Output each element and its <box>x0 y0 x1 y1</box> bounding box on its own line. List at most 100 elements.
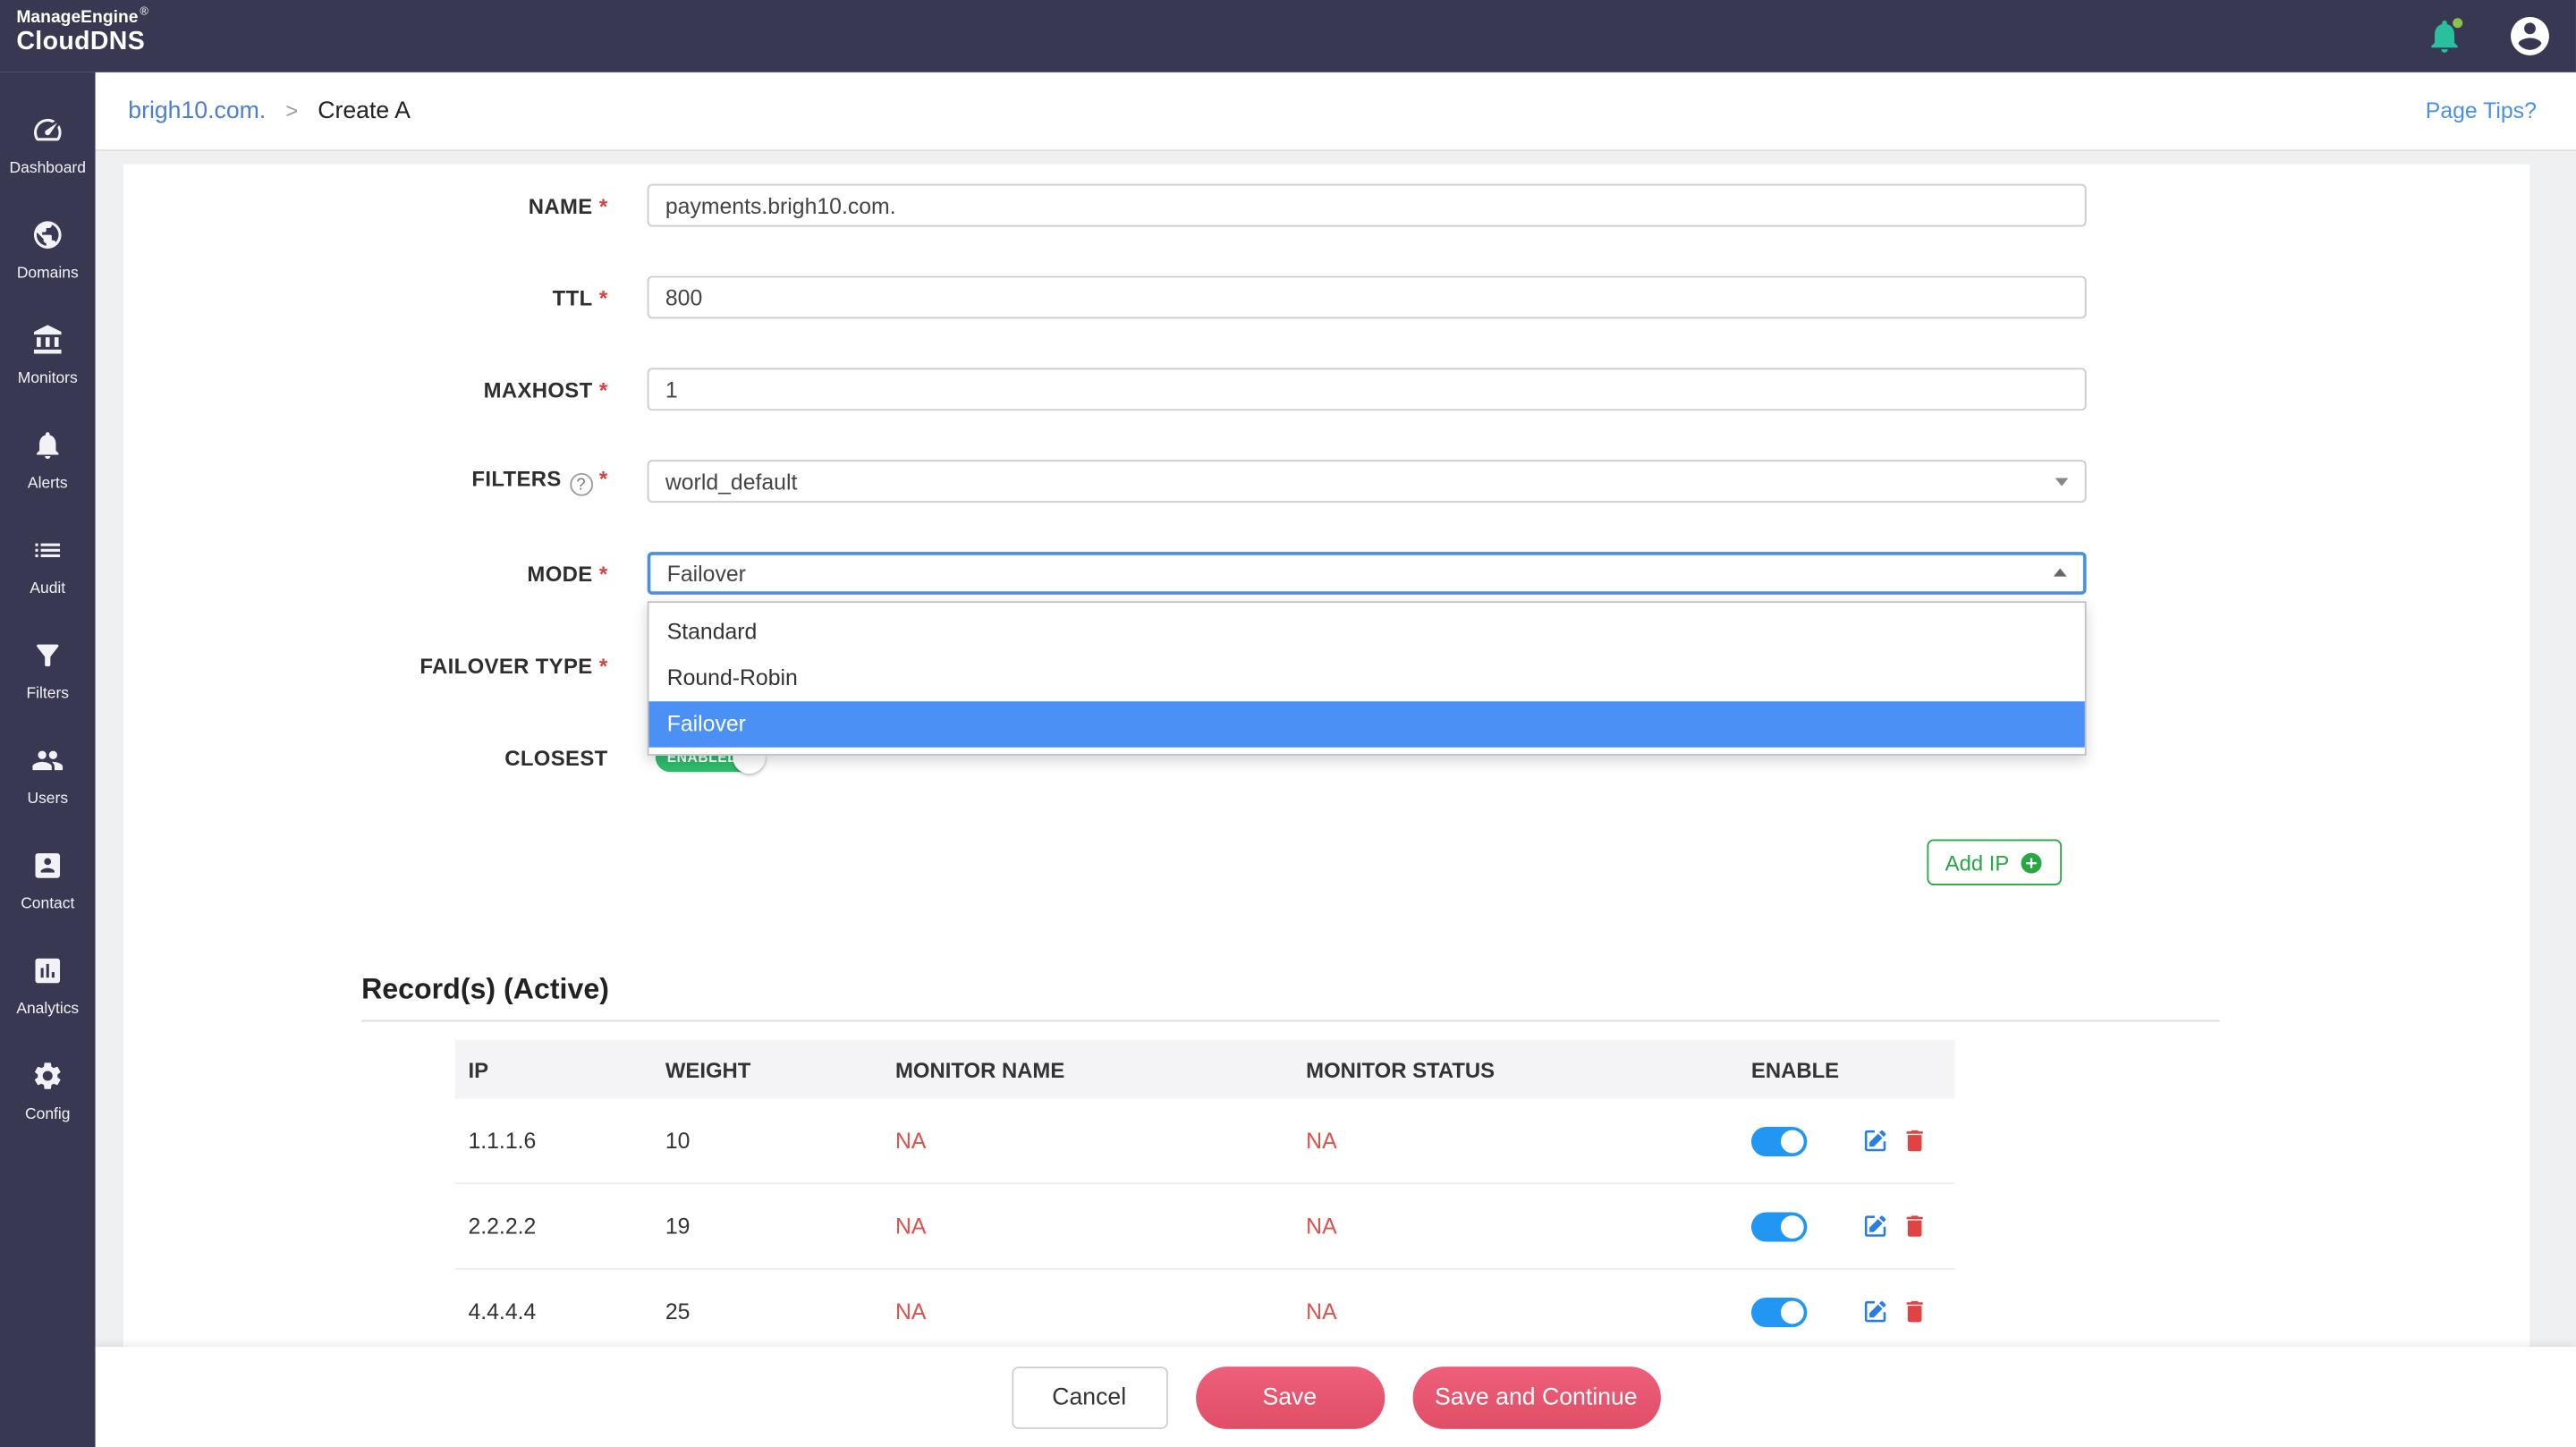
save-and-continue-button[interactable]: Save and Continue <box>1411 1366 1660 1429</box>
save-button[interactable]: Save <box>1195 1366 1385 1429</box>
mode-option-standard[interactable]: Standard <box>666 619 758 644</box>
mode-select[interactable]: Failover <box>647 552 2087 595</box>
cell-ip: 2.2.2.2 <box>468 1214 537 1239</box>
name-label-text: NAME <box>528 192 593 218</box>
sidebar-item-label: Dashboard <box>9 159 86 178</box>
filters-select[interactable]: world_default <box>647 460 2087 503</box>
column-header-enable: ENABLE <box>1750 1056 1840 1082</box>
breadcrumb-domain-link[interactable]: brigh10.com. <box>128 97 267 124</box>
failover-type-row: FAILOVER TYPE * <box>123 644 2530 687</box>
edit-record-button[interactable] <box>1861 1298 1889 1325</box>
brand-logo: ManageEngine ® CloudDNS <box>16 6 148 55</box>
breadcrumb: brigh10.com. > Create A Page Tips? <box>95 72 2576 151</box>
breadcrumb-separator: > <box>285 98 299 123</box>
sidebar: Dashboard Domains Monitors Alerts Audit … <box>0 72 96 1447</box>
dashboard-icon <box>31 114 64 155</box>
sidebar-item-config[interactable]: Config <box>0 1038 96 1144</box>
create-record-form-card: NAME* TTL* MAXHOST* FILTERS?* world_defa… <box>123 164 2530 1447</box>
mode-dropdown: Standard Round-Robin Failover <box>647 601 2087 756</box>
cell-weight: 10 <box>665 1128 691 1154</box>
contact-card-icon <box>31 850 64 891</box>
maxhost-label: MAXHOST * <box>123 377 608 402</box>
edit-record-button[interactable] <box>1861 1127 1889 1155</box>
required-asterisk: * <box>598 284 608 310</box>
ttl-input[interactable] <box>647 275 2087 319</box>
caret-up-icon <box>2053 568 2067 577</box>
mode-option-failover[interactable]: Failover <box>648 701 2085 748</box>
cell-monitor-status: NA <box>1306 1128 1337 1154</box>
sidebar-item-domains[interactable]: Domains <box>0 197 96 302</box>
brand-manageengine: ManageEngine ® <box>16 6 148 28</box>
ttl-label-text: TTL <box>552 284 593 310</box>
sidebar-item-users[interactable]: Users <box>0 723 96 828</box>
analytics-icon <box>31 954 64 995</box>
notification-dot <box>2453 18 2463 29</box>
ttl-row: TTL * <box>123 275 2530 319</box>
enable-toggle[interactable] <box>1750 1297 1808 1327</box>
table-row: 1.1.1.6 10 NA NA <box>454 1098 1955 1185</box>
bell-icon <box>31 428 64 470</box>
name-input[interactable] <box>647 183 2087 227</box>
sidebar-item-contact[interactable]: Contact <box>0 828 96 934</box>
enable-toggle[interactable] <box>1750 1211 1808 1241</box>
sidebar-item-dashboard[interactable]: Dashboard <box>0 92 96 198</box>
main-content: NAME* TTL* MAXHOST* FILTERS?* world_defa… <box>95 150 2576 1447</box>
toggle-knob <box>1780 1299 1804 1324</box>
cell-monitor-name: NA <box>895 1214 927 1239</box>
required-asterisk: * <box>598 377 608 402</box>
table-row: 4.4.4.4 25 NA NA <box>454 1269 1955 1356</box>
trash-icon <box>1906 1130 1923 1152</box>
cell-enable <box>1738 1297 1954 1327</box>
brand-manageengine-text: ManageEngine <box>16 7 139 28</box>
filters-label-text: FILTERS <box>471 466 562 492</box>
closest-label: CLOSEST <box>123 745 608 770</box>
name-row: NAME * <box>123 183 2530 227</box>
delete-record-button[interactable] <box>1901 1127 1928 1155</box>
edit-pencil-icon <box>1864 1130 1886 1152</box>
cancel-button[interactable]: Cancel <box>1011 1366 1167 1429</box>
sidebar-item-label: Config <box>25 1105 71 1124</box>
sidebar-item-alerts[interactable]: Alerts <box>0 408 96 513</box>
cell-monitor-status: NA <box>1306 1299 1337 1324</box>
sidebar-item-filters[interactable]: Filters <box>0 618 96 724</box>
edit-record-button[interactable] <box>1861 1212 1889 1240</box>
cell-ip: 1.1.1.6 <box>468 1128 537 1154</box>
sidebar-item-audit[interactable]: Audit <box>0 512 96 618</box>
user-avatar-icon[interactable] <box>2507 13 2553 59</box>
ttl-label: TTL * <box>123 285 608 310</box>
mode-selected-value: Failover <box>666 561 746 586</box>
cell-enable <box>1738 1211 1954 1241</box>
sidebar-item-monitors[interactable]: Monitors <box>0 302 96 408</box>
closest-label-text: CLOSEST <box>504 744 608 770</box>
delete-record-button[interactable] <box>1901 1298 1928 1325</box>
sidebar-item-label: Alerts <box>27 474 68 494</box>
mode-option-round-robin[interactable]: Round-Robin <box>666 664 798 690</box>
trash-icon <box>1906 1300 1923 1323</box>
header-actions <box>2425 0 2553 72</box>
enable-toggle[interactable] <box>1750 1126 1808 1156</box>
page-tips-link[interactable]: Page Tips? <box>2425 98 2537 123</box>
cell-ip: 4.4.4.4 <box>468 1299 537 1324</box>
sidebar-item-label: Filters <box>26 684 70 704</box>
sidebar-item-analytics[interactable]: Analytics <box>0 933 96 1038</box>
cell-weight: 19 <box>665 1214 691 1239</box>
delete-record-button[interactable] <box>1901 1212 1928 1240</box>
gear-icon <box>31 1060 64 1101</box>
filters-row: FILTERS? * world_default <box>123 460 2530 503</box>
add-ip-button[interactable]: Add IP <box>1927 839 2063 885</box>
filter-funnel-icon <box>31 639 64 680</box>
top-header: ManageEngine ® CloudDNS <box>0 0 2576 72</box>
table-header-row: IP WEIGHT MONITOR NAME MONITOR STATUS EN… <box>454 1039 1955 1099</box>
filters-selected-value: world_default <box>665 469 798 494</box>
brand-clouddns: CloudDNS <box>16 28 146 56</box>
cell-monitor-status: NA <box>1306 1214 1337 1239</box>
notifications-bell-icon[interactable] <box>2425 16 2464 55</box>
edit-pencil-icon <box>1864 1215 1886 1237</box>
cell-monitor-name: NA <box>895 1128 927 1154</box>
cell-enable <box>1738 1126 1954 1156</box>
maxhost-input[interactable] <box>647 368 2087 411</box>
record-form: NAME* TTL* MAXHOST* FILTERS?* world_defa… <box>123 165 2530 779</box>
column-header-monitor-status: MONITOR STATUS <box>1306 1056 1496 1082</box>
